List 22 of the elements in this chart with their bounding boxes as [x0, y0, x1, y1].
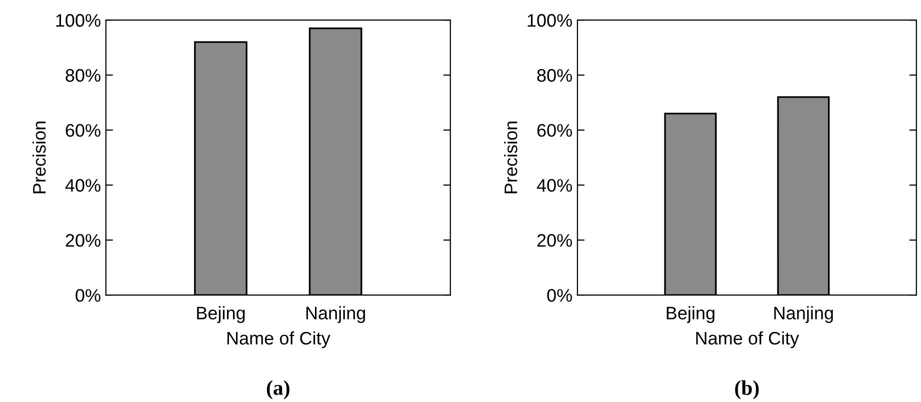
y-tick-label: 40% [65, 179, 100, 192]
x-axis-title: Name of City [696, 331, 800, 348]
y-tick-label: 0% [76, 289, 100, 302]
y-tick-label: 20% [66, 234, 100, 247]
x-tick-label: Nanjing [306, 306, 366, 324]
x-tick-label: Bejing [666, 306, 714, 324]
x-tick-label: Nanjing [774, 306, 833, 324]
y-tick-label: 60% [537, 124, 572, 137]
y-tick-label: 60% [66, 124, 100, 137]
y-tick-label: 80% [66, 69, 100, 82]
y-tick-label: 0% [547, 289, 572, 302]
y-tick-label: 20% [537, 234, 572, 247]
y-axis-title: Precision [504, 122, 518, 194]
y-tick-label: 40% [536, 179, 572, 192]
x-axis-title: Name of City [227, 331, 330, 348]
text: (b) [735, 380, 759, 400]
y-tick-label: 100% [528, 14, 572, 27]
text: (a) [266, 380, 290, 400]
x-tick-label: Bejing [197, 306, 245, 324]
y-tick-label: 80% [537, 69, 572, 82]
y-tick-label: 100% [56, 14, 100, 27]
y-axis-title: Precision [32, 122, 46, 194]
